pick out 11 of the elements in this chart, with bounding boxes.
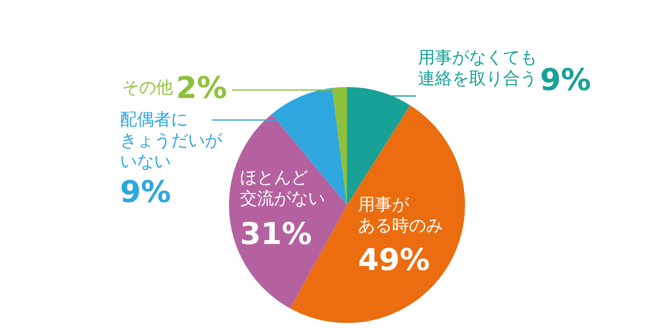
- data-label: 49%: [358, 243, 430, 278]
- data-label: 2%: [176, 71, 227, 106]
- data-label: 9%: [120, 175, 171, 210]
- data-label: 9%: [540, 63, 591, 98]
- slice-label: 用事がある時のみ: [358, 195, 443, 236]
- slice-label: ほとんど交流がない: [240, 168, 325, 209]
- slice-label: 用事がなくても連絡を取り合う: [418, 48, 537, 89]
- pie-slice: [229, 114, 347, 308]
- data-label: 31%: [240, 217, 312, 252]
- slice-label: 配偶者にきょうだいがいない: [120, 110, 223, 172]
- slice-label: その他: [122, 78, 173, 98]
